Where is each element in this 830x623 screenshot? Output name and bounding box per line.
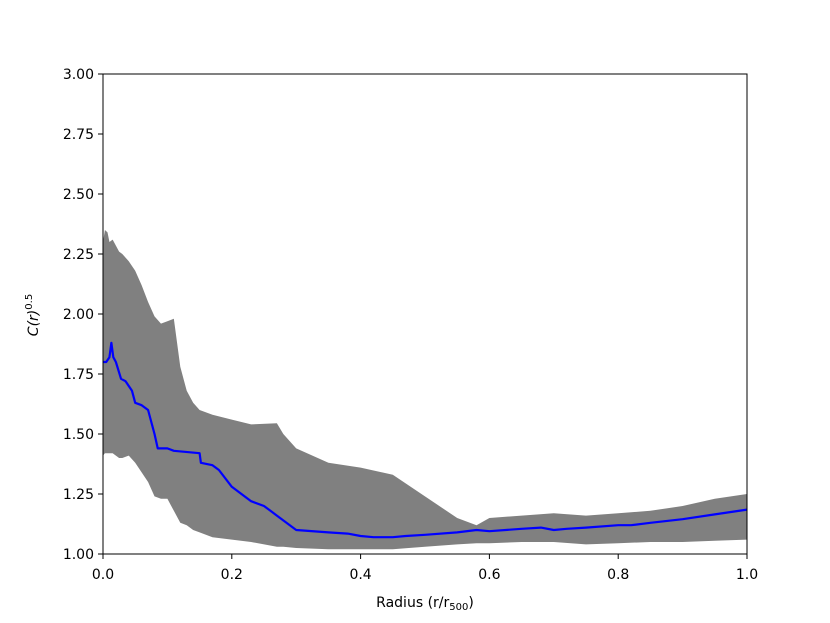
y-axis-label: C(r)0.5 (24, 294, 42, 336)
y-axis-label-main: C(r) (26, 310, 42, 336)
y-tick-label: 2.75 (63, 127, 94, 143)
uncertainty-band (103, 230, 747, 550)
y-tick-label: 2.00 (63, 307, 94, 323)
x-tick-label: 1.0 (736, 567, 758, 583)
y-tick-label: 1.25 (63, 487, 94, 503)
y-tick-label: 3.00 (63, 67, 94, 83)
x-tick-label: 0.2 (221, 567, 243, 583)
x-tick-label: 0.0 (92, 567, 114, 583)
x-tick-label: 0.4 (349, 567, 371, 583)
series-line (103, 341, 748, 539)
y-tick-label: 1.50 (63, 427, 94, 443)
y-tick-label: 1.75 (63, 367, 94, 383)
x-axis-label-subscript: 500 (449, 602, 468, 613)
x-axis-label: Radius (r/r500) (376, 595, 474, 613)
y-tick-label: 2.50 (63, 187, 94, 203)
y-axis-ticks: 1.00 1.25 1.50 1.75 2.00 2.25 2.50 2.75 3.00 (63, 67, 103, 563)
x-tick-label: 0.8 (607, 567, 629, 583)
y-tick-label: 2.25 (63, 247, 94, 263)
plot-area (103, 230, 748, 550)
x-axis-ticks: 0.0 0.2 0.4 0.6 0.8 1.0 (92, 554, 758, 583)
y-tick-label: 1.00 (63, 547, 94, 563)
y-axis-label-superscript: 0.5 (24, 294, 35, 310)
x-axis-label-main: Radius (r/r (376, 595, 449, 611)
x-axis-label-end: ) (468, 595, 473, 611)
x-tick-label: 0.6 (478, 567, 500, 583)
